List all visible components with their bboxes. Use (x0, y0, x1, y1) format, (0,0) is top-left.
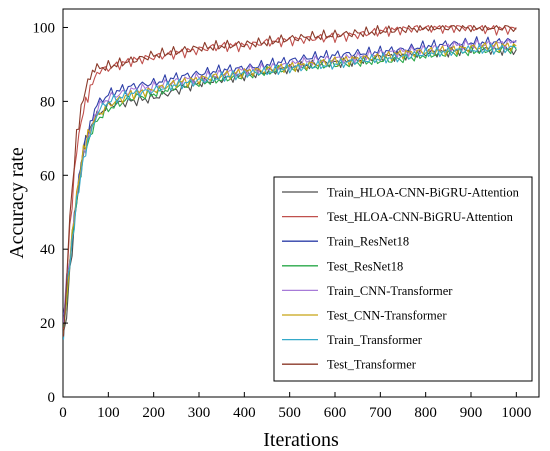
series-line-test-transformer (62, 25, 517, 337)
x-tick-label: 0 (59, 405, 67, 421)
x-tick-label: 600 (324, 405, 347, 421)
legend-label-test-cnn-transformer: Test_CNN-Transformer (327, 309, 447, 323)
x-tick-label: 1000 (501, 405, 531, 421)
legend-label-train-cnn-transformer: Train_CNN-Transformer (327, 284, 453, 298)
x-tick-label: 300 (188, 405, 211, 421)
y-tick-label: 20 (40, 316, 55, 332)
legend-label-test-hloa-cnn-bigru-attention: Test_HLOA-CNN-BiGRU-Attention (327, 210, 514, 224)
x-tick-label: 200 (142, 405, 165, 421)
x-axis: 0 100 200 300 400 500 600 700 800 900 1000 (59, 392, 531, 421)
y-axis: 0 20 40 60 80 100 (33, 20, 68, 406)
x-axis-title: Iterations (263, 429, 339, 451)
x-tick-label: 900 (460, 405, 483, 421)
y-tick-label: 80 (40, 94, 55, 110)
x-tick-label: 400 (233, 405, 256, 421)
x-tick-label: 100 (97, 405, 120, 421)
y-tick-label: 40 (40, 242, 55, 258)
y-axis-title: Accuracy rate (6, 147, 28, 259)
legend-label-train-transformer: Train_Transformer (327, 333, 423, 347)
legend-label-test-transformer: Test_Transformer (327, 358, 417, 372)
series-layer (62, 25, 517, 340)
y-tick-label: 100 (33, 20, 56, 36)
legend-label-train-resnet18: Train_ResNet18 (327, 235, 409, 249)
y-tick-label: 60 (40, 168, 55, 184)
x-tick-label: 700 (369, 405, 392, 421)
y-tick-label: 0 (48, 390, 56, 406)
legend: Train_HLOA-CNN-BiGRU-Attention Test_HLOA-… (273, 176, 533, 382)
x-tick-label: 800 (414, 405, 437, 421)
legend-box (273, 176, 533, 382)
x-tick-label: 500 (278, 405, 301, 421)
legend-label-train-hloa-cnn-bigru-attention: Train_HLOA-CNN-BiGRU-Attention (327, 186, 520, 200)
series-line-train-transformer (62, 43, 517, 340)
legend-label-test-resnet18: Test_ResNet18 (327, 259, 403, 273)
